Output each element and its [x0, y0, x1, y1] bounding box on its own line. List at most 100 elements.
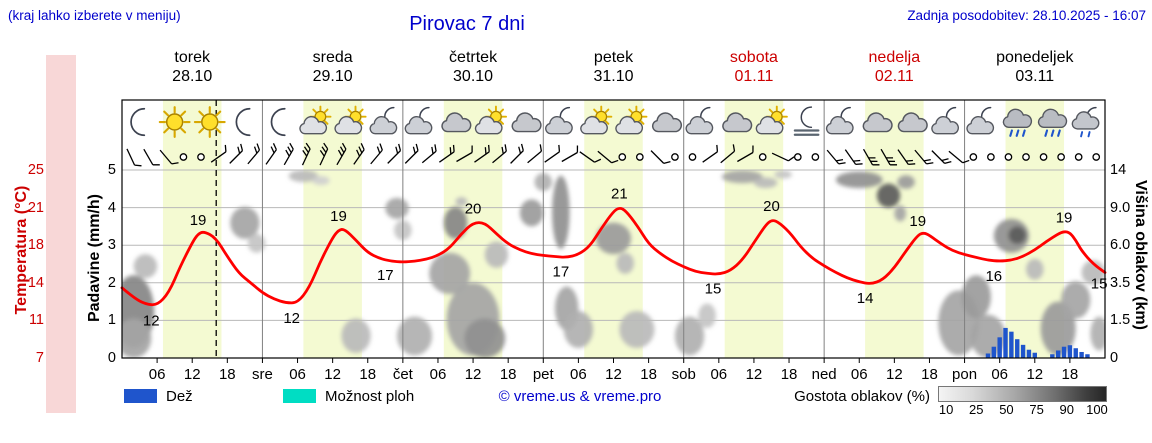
- temperature-label: 17: [552, 263, 569, 280]
- x-tick-label: 18: [359, 366, 376, 383]
- x-tick-label: 12: [886, 366, 903, 383]
- rain-bar: [1003, 327, 1008, 358]
- x-tick-label: 12: [605, 366, 622, 383]
- calm-wind-icon: [618, 153, 627, 161]
- cloud-blob: [312, 176, 330, 186]
- calm-wind-icon: [688, 153, 697, 161]
- moon-icon: [235, 107, 251, 137]
- moon-cloud-icon: [369, 106, 398, 135]
- cloud-blob: [674, 316, 705, 356]
- day-date: 28.10: [172, 68, 213, 85]
- rain-bar: [1061, 346, 1067, 358]
- cloud-blob: [484, 241, 509, 268]
- temp-axis-tick: 25: [27, 162, 44, 178]
- day-name: sreda: [312, 49, 353, 66]
- x-tick-label: 12: [184, 366, 201, 383]
- moon-icon: [130, 107, 146, 137]
- copyright-link[interactable]: © vreme.us & vreme.pro: [498, 388, 662, 405]
- cloud-blob: [619, 311, 655, 348]
- sun-icon: [193, 106, 226, 138]
- moon-cloud-icon: [931, 106, 960, 135]
- temperature-label: 14: [857, 290, 874, 307]
- cloud-blob: [894, 205, 907, 222]
- cloud-blob: [774, 170, 792, 179]
- temp-axis-tick: 21: [27, 199, 44, 216]
- wind-barb-icon: [353, 143, 365, 165]
- x-tick-label: 06: [851, 366, 868, 383]
- cloud-blob: [595, 222, 632, 255]
- precip-axis-tick: 2: [107, 274, 116, 291]
- x-tick-label: 06: [710, 366, 727, 383]
- wind-barb-icon: [474, 144, 490, 163]
- cloud-blob: [1040, 301, 1076, 356]
- x-tick-label: 12: [465, 366, 482, 383]
- temperature-label: 17: [377, 267, 394, 284]
- calm-wind-icon: [1039, 153, 1048, 161]
- cloud-axis-tick: 0: [1110, 350, 1119, 366]
- cloud-blob: [970, 314, 1006, 358]
- wind-barb-icon: [897, 149, 916, 166]
- cloud-blob: [464, 318, 506, 358]
- x-tick-label: sob: [672, 366, 696, 383]
- calm-wind-icon: [197, 153, 205, 161]
- moon-cloud-icon: [966, 106, 995, 135]
- day-name: torek: [174, 49, 210, 66]
- wind-barb-icon: [438, 144, 455, 163]
- temp-axis-tick: 18: [27, 237, 44, 254]
- wind-barb-icon: [650, 150, 671, 164]
- day-name: nedelja: [868, 49, 921, 66]
- precip-axis-tick: 5: [107, 162, 116, 178]
- precip-axis-tick: 3: [107, 237, 116, 254]
- rain-bar: [1050, 354, 1055, 358]
- moon-icon: [270, 107, 286, 137]
- wind-barb-icon: [265, 143, 277, 165]
- wind-barb-icon: [720, 144, 736, 164]
- daylight-band: [724, 100, 784, 358]
- calm-wind-icon: [1022, 153, 1030, 161]
- x-tick-label: 06: [289, 366, 306, 383]
- rain-bar: [1009, 331, 1014, 358]
- last-update: Zadnja posodobitev: 28.10.2025 - 16:07: [907, 8, 1146, 23]
- wind-barb-icon: [931, 150, 952, 164]
- day-separators: [261, 100, 966, 358]
- calm-wind-icon: [1074, 153, 1083, 161]
- wind-barb-icon: [826, 149, 846, 165]
- calm-wind-icon: [969, 153, 978, 161]
- x-tick-label: 06: [430, 366, 447, 383]
- wind-barb-icon: [579, 151, 602, 163]
- x-tick-label: 12: [1026, 366, 1043, 383]
- cloud-blob: [443, 206, 468, 239]
- wind-barb-icon: [336, 142, 347, 166]
- wind-barb-icon: [143, 148, 160, 166]
- wind-barb-icon: [948, 150, 970, 164]
- cloud-blob: [563, 311, 594, 348]
- cloud-axis-tick: 9.0: [1110, 199, 1131, 216]
- daylight-band: [162, 100, 222, 358]
- wind-barb-icon: [597, 150, 619, 164]
- temperature-axis-strip: [46, 55, 76, 413]
- cloud-blob: [247, 233, 266, 253]
- moon-cloud-icon: [544, 106, 573, 135]
- x-tick-label: 06: [570, 366, 587, 383]
- fog-moon-icon: [793, 105, 820, 136]
- temperature-label: 20: [465, 201, 482, 218]
- daylight-band: [865, 100, 924, 358]
- x-tick-label: 18: [640, 366, 657, 383]
- temperature-label: 19: [1056, 209, 1073, 226]
- wind-barb-icon: [404, 143, 419, 164]
- x-tick-label: sre: [252, 366, 273, 383]
- cloud-blob: [519, 199, 544, 227]
- wind-barb-icon: [126, 148, 142, 167]
- wind-barbs-row: [126, 142, 1101, 167]
- wind-barb-icon: [229, 143, 244, 164]
- precip-axis-tick: 4: [107, 199, 116, 216]
- x-tick-label: pon: [952, 366, 977, 383]
- cloud-blob: [698, 303, 716, 328]
- wind-barb-icon: [370, 143, 383, 165]
- day-header: torek 28.10: [132, 48, 252, 86]
- wind-barb-icon: [737, 145, 754, 163]
- wind-barb-icon: [510, 143, 524, 164]
- moon-cloud-icon: [404, 106, 433, 135]
- cloud-blob: [835, 171, 883, 189]
- calm-wind-icon: [811, 153, 820, 161]
